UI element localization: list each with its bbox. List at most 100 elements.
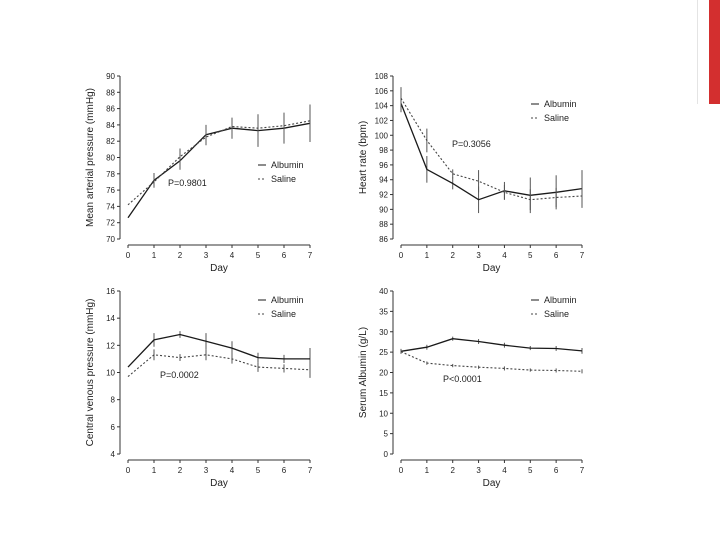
y-axis-title: Central venous pressure (mmHg) — [85, 299, 96, 447]
x-tick-label: 0 — [126, 466, 131, 475]
y-tick-label: 88 — [106, 88, 115, 97]
accent-bar — [709, 0, 720, 104]
x-tick-label: 0 — [126, 251, 131, 260]
series-albumin — [400, 336, 583, 354]
p-value-annotation: P=0.9801 — [168, 178, 207, 188]
legend-label: Albumin — [271, 160, 304, 170]
series-saline — [127, 349, 311, 378]
side-panel — [697, 104, 720, 540]
y-tick-label: 0 — [384, 450, 389, 459]
x-tick-label: 7 — [308, 466, 313, 475]
y-tick-label: 86 — [379, 235, 388, 244]
x-tick-label: 5 — [256, 466, 261, 475]
x-tick-label: 1 — [152, 466, 157, 475]
y-tick-label: 82 — [106, 137, 115, 146]
y-tick-label: 20 — [379, 369, 388, 378]
y-tick-label: 92 — [379, 191, 388, 200]
series-saline — [400, 349, 583, 374]
series-saline — [400, 87, 583, 211]
y-tick-label: 10 — [379, 409, 388, 418]
legend-label: Albumin — [271, 295, 304, 305]
x-tick-label: 6 — [554, 251, 559, 260]
x-tick-label: 3 — [476, 466, 481, 475]
series-saline — [127, 109, 311, 206]
axes: 86 88 90 92 94 96 98 100 102 104 106 108 0 1 2 3 4 5 6 7 Day… — [358, 72, 585, 274]
y-tick-label: 90 — [106, 72, 115, 81]
x-axis-title: Day — [483, 263, 501, 274]
series-line — [400, 97, 583, 201]
y-tick-label: 84 — [106, 121, 115, 130]
x-tick-label: 3 — [204, 251, 209, 260]
y-tick-label: 94 — [379, 176, 388, 185]
x-tick-label: 5 — [256, 251, 261, 260]
x-axis-title: Day — [210, 478, 228, 489]
legend-label: Albumin — [544, 99, 577, 109]
axes: 0 5 10 15 20 25 30 35 40 0 1 2 3 4 5 6 7 Day Serum Albumin… — [358, 287, 585, 489]
x-tick-label: 1 — [425, 466, 430, 475]
x-tick-label: 4 — [502, 251, 507, 260]
y-tick-label: 98 — [379, 146, 388, 155]
y-tick-label: 100 — [375, 131, 389, 140]
y-tick-label: 88 — [379, 220, 388, 229]
y-tick-label: 108 — [375, 72, 389, 81]
x-tick-label: 1 — [425, 251, 430, 260]
x-tick-label: 5 — [528, 466, 533, 475]
x-tick-label: 7 — [580, 466, 585, 475]
p-value-annotation: P<0.0001 — [443, 374, 482, 384]
axes: 70 72 74 76 78 80 82 84 86 88 90 0 1 2 3 4 5 6 7 Day Mean ar… — [85, 72, 313, 274]
y-tick-label: 6 — [111, 423, 116, 432]
y-tick-label: 4 — [111, 450, 116, 459]
y-tick-label: 10 — [106, 369, 115, 378]
y-tick-label: 86 — [106, 105, 115, 114]
x-tick-label: 2 — [178, 251, 183, 260]
y-tick-label: 102 — [375, 116, 389, 125]
series-line — [127, 354, 311, 378]
x-tick-label: 6 — [554, 466, 559, 475]
y-tick-label: 40 — [379, 287, 388, 296]
x-tick-label: 3 — [476, 251, 481, 260]
x-tick-label: 4 — [230, 251, 235, 260]
y-tick-label: 74 — [106, 202, 115, 211]
x-tick-label: 4 — [230, 466, 235, 475]
p-value-annotation: P=0.0002 — [160, 370, 199, 380]
legend: Albumin Saline — [531, 295, 577, 319]
y-tick-label: 90 — [379, 205, 388, 214]
y-tick-label: 15 — [379, 389, 388, 398]
series-line — [400, 351, 583, 372]
x-tick-label: 7 — [308, 251, 313, 260]
legend-label: Saline — [271, 174, 296, 184]
y-tick-label: 30 — [379, 328, 388, 337]
p-value-annotation: P=0.3056 — [452, 139, 491, 149]
x-tick-label: 2 — [450, 251, 455, 260]
series-albumin — [127, 331, 311, 370]
x-tick-label: 4 — [502, 466, 507, 475]
x-tick-label: 7 — [580, 251, 585, 260]
y-axis-title: Serum Albumin (g/L) — [358, 327, 369, 418]
y-tick-label: 16 — [106, 287, 115, 296]
y-tick-label: 5 — [384, 430, 389, 439]
x-tick-label: 0 — [399, 466, 404, 475]
y-tick-label: 25 — [379, 348, 388, 357]
x-axis-title: Day — [483, 478, 501, 489]
x-tick-label: 2 — [450, 466, 455, 475]
x-tick-label: 1 — [152, 251, 157, 260]
series-line — [400, 103, 583, 201]
y-tick-label: 12 — [106, 341, 115, 350]
legend-label: Albumin — [544, 295, 577, 305]
y-tick-label: 104 — [375, 102, 389, 111]
y-tick-label: 72 — [106, 219, 115, 228]
x-axis-title: Day — [210, 263, 228, 274]
y-tick-label: 14 — [106, 314, 115, 323]
x-tick-label: 2 — [178, 466, 183, 475]
y-axis-title: Mean arterial pressure (mmHg) — [85, 88, 96, 227]
x-tick-label: 5 — [528, 251, 533, 260]
legend-label: Saline — [544, 309, 569, 319]
y-tick-label: 76 — [106, 186, 115, 195]
y-tick-label: 70 — [106, 235, 115, 244]
